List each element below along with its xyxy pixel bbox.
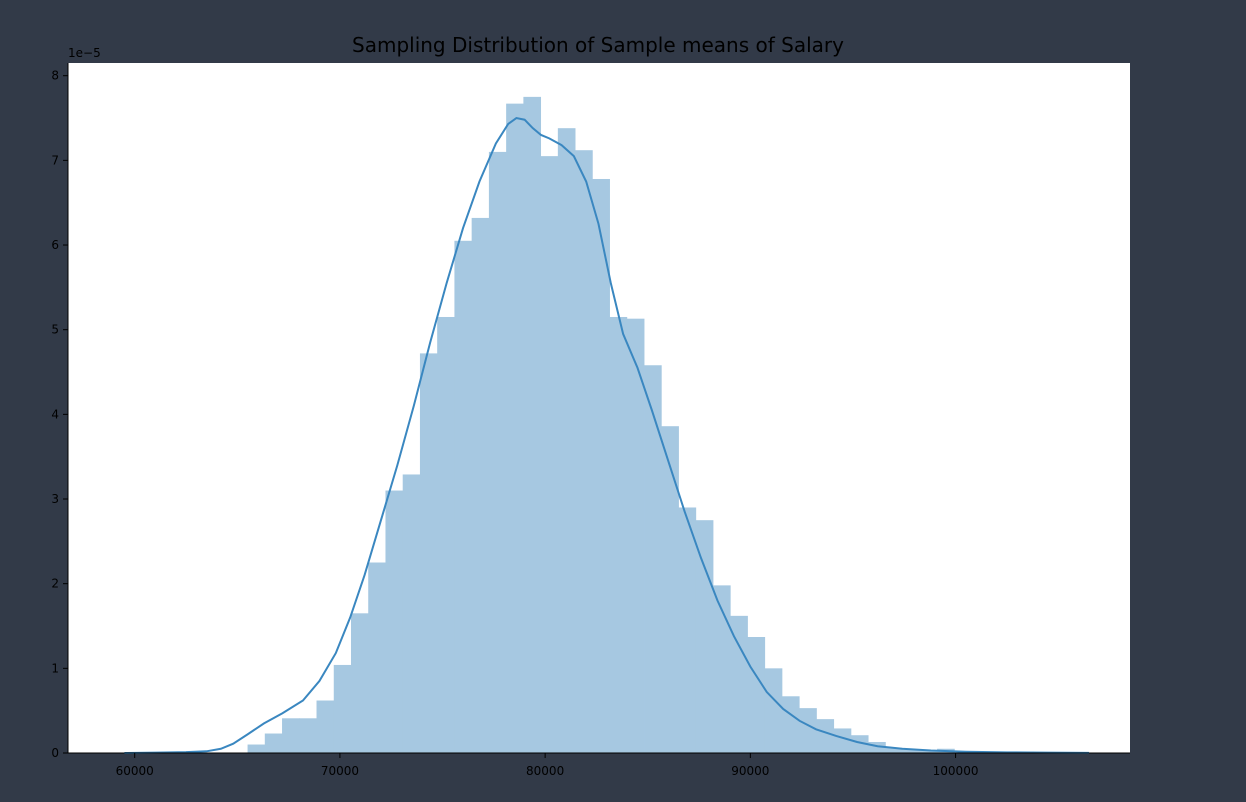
histogram-bar (471, 217, 490, 753)
histogram-bar (540, 156, 559, 753)
y-offset-label: 1e−5 (68, 46, 101, 60)
histogram-bar (868, 741, 886, 753)
histogram-bar (592, 178, 610, 754)
histogram-bar (264, 733, 283, 753)
histogram-bar (902, 749, 921, 753)
x-tick-label: 60000 (116, 764, 154, 778)
histogram-bar (333, 664, 352, 753)
histogram-bar (523, 96, 542, 754)
histogram-bar (385, 490, 404, 753)
y-tick-label: 8 (51, 69, 59, 83)
histogram-bar (747, 637, 766, 753)
y-tick-label: 1 (51, 661, 59, 675)
y-tick-label: 3 (51, 492, 59, 506)
histogram-bar (799, 708, 817, 753)
histogram-bar (764, 668, 783, 753)
histogram-bar (730, 615, 748, 753)
histogram-bar (575, 150, 593, 753)
histogram-bar (816, 719, 835, 753)
y-tick-label: 2 (51, 577, 59, 591)
histogram-bar (316, 700, 335, 753)
y-tick-label: 7 (51, 153, 59, 167)
histogram-bar (557, 128, 576, 753)
y-tick-label: 5 (51, 323, 59, 337)
histogram-bar (437, 316, 455, 753)
kde-curve (124, 116, 1089, 754)
histogram-bar (833, 728, 852, 753)
histogram-bar (368, 562, 386, 753)
histogram-bar (402, 474, 421, 753)
x-tick-label: 70000 (321, 764, 359, 778)
histogram-bars (247, 96, 955, 754)
y-tick-label: 6 (51, 238, 59, 252)
histogram-bar (661, 426, 679, 753)
histogram-bar (299, 718, 317, 753)
histogram-bar (488, 151, 507, 753)
histogram-bar (454, 240, 473, 754)
histogram-bar (609, 316, 628, 753)
x-tick-label: 80000 (526, 764, 564, 778)
histogram-bar (506, 103, 524, 753)
histogram-bar (850, 735, 869, 753)
histogram-bar (919, 750, 938, 753)
x-tick-label: 100000 (933, 764, 979, 778)
x-axis-ticks: 60000 70000 80000 90000 100000 (116, 753, 979, 778)
histogram-bar (282, 718, 300, 753)
y-axis-ticks: 0 1 2 3 4 5 6 7 8 (51, 69, 68, 760)
histogram-bar (419, 353, 438, 753)
histogram-bar (644, 365, 662, 753)
histogram-bar (247, 744, 266, 753)
x-tick-label: 90000 (731, 764, 769, 778)
histogram-bar (626, 318, 645, 753)
histogram-bar (695, 520, 714, 753)
histogram-bar (350, 613, 369, 753)
histogram-bar (713, 585, 731, 753)
histogram-bar (885, 747, 904, 753)
y-tick-label: 4 (51, 407, 59, 421)
chart-title: Sampling Distribution of Sample means of… (352, 33, 844, 57)
y-tick-label: 0 (51, 746, 59, 760)
histogram-bar (781, 696, 800, 753)
axes (67, 63, 1130, 754)
histogram-bar (678, 507, 697, 753)
